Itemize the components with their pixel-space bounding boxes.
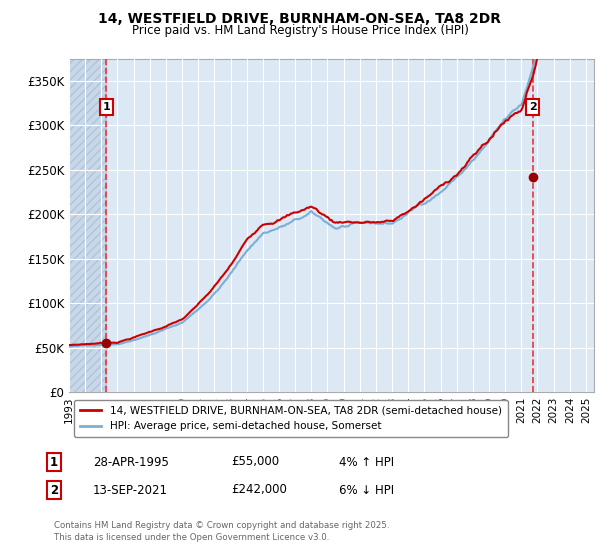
Text: 2: 2 [529,102,536,112]
Text: 1: 1 [103,102,110,112]
Legend: 14, WESTFIELD DRIVE, BURNHAM-ON-SEA, TA8 2DR (semi-detached house), HPI: Average: 14, WESTFIELD DRIVE, BURNHAM-ON-SEA, TA8… [74,400,508,437]
Bar [69,59,106,392]
Text: 2: 2 [50,483,58,497]
Text: This data is licensed under the Open Government Licence v3.0.: This data is licensed under the Open Gov… [54,533,329,542]
Bar [69,59,106,392]
Text: 1: 1 [50,455,58,469]
Text: Price paid vs. HM Land Registry's House Price Index (HPI): Price paid vs. HM Land Registry's House … [131,24,469,36]
Text: 4% ↑ HPI: 4% ↑ HPI [339,455,394,469]
Text: Contains HM Land Registry data © Crown copyright and database right 2025.: Contains HM Land Registry data © Crown c… [54,521,389,530]
Text: 13-SEP-2021: 13-SEP-2021 [93,483,168,497]
Text: 14, WESTFIELD DRIVE, BURNHAM-ON-SEA, TA8 2DR: 14, WESTFIELD DRIVE, BURNHAM-ON-SEA, TA8… [98,12,502,26]
Text: £242,000: £242,000 [231,483,287,497]
Text: 6% ↓ HPI: 6% ↓ HPI [339,483,394,497]
Text: 28-APR-1995: 28-APR-1995 [93,455,169,469]
Text: £55,000: £55,000 [231,455,279,469]
